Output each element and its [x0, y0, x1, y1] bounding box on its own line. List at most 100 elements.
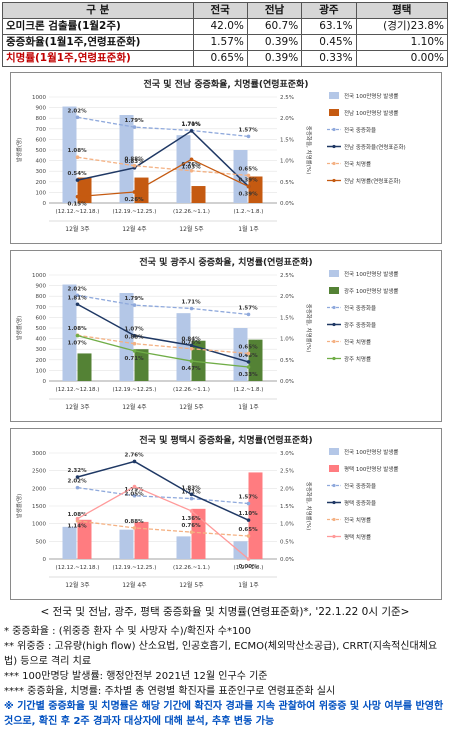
series-point	[246, 501, 251, 506]
summary-header-row: 구 분 전국 전남 광주 평택	[2, 2, 449, 19]
data-label: 0.45%	[239, 353, 259, 359]
series-line	[77, 303, 249, 363]
data-label: 0.26%	[125, 197, 145, 203]
summary-cell: 1.57%	[192, 34, 248, 51]
y-tick-label: 800	[36, 294, 47, 300]
series-point	[246, 351, 251, 356]
x-tick-label: (1.2.~1.8.)	[234, 565, 264, 571]
legend-label: 전국 치명률	[344, 160, 371, 168]
y-tick-label: 400	[36, 159, 47, 165]
summary-cell: 0.45%	[301, 34, 357, 51]
bar	[191, 508, 206, 559]
week-label: 1월 1주	[238, 225, 259, 233]
series-point	[75, 115, 80, 120]
x-tick-label: (1.2.~1.8.)	[234, 387, 264, 393]
footnote-highlight: ※ 기간별 중증화율 및 치명률은 해당 기간에 확진자 경과를 지속 관찰하여…	[4, 701, 444, 727]
series-point	[189, 346, 194, 351]
data-label: 0.00%	[239, 564, 259, 570]
summary-cell: 0.65%	[192, 50, 248, 67]
legend-label: 광주 100만명당 발생률	[344, 287, 398, 295]
legend-label: 광주 치명률	[344, 355, 371, 363]
series-point	[75, 485, 80, 490]
footnotes: * 중증화율 : (위중증 환자 수 및 사망자 수)/확진자 수*100 **…	[4, 624, 448, 729]
legend-swatch	[329, 109, 339, 116]
y-tick-label: 700	[36, 127, 47, 133]
x-tick-label: (12.19.~12.25.)	[113, 209, 157, 215]
x-tick-label: (12.26.~1.1.)	[173, 387, 210, 393]
y2-tick-label: 1.5%	[280, 504, 294, 510]
data-label: 2.02%	[68, 108, 88, 114]
y-tick-label: 100	[36, 368, 47, 374]
y2-tick-label: 0.0%	[280, 557, 294, 563]
legend-label: 전남 100만명당 발생률	[344, 109, 398, 117]
series-point	[189, 157, 194, 162]
y-tick-label: 500	[36, 539, 47, 545]
y-axis-label: 발생률(명)	[15, 316, 23, 341]
y-tick-label: 200	[36, 180, 47, 186]
bar	[77, 353, 92, 381]
bar	[134, 349, 149, 381]
series-point	[246, 360, 251, 364]
series-line	[77, 460, 249, 521]
bar	[248, 339, 263, 381]
summary-row-label: 중증화율(1월1주,연령표준화)	[2, 34, 194, 51]
legend-marker	[332, 356, 336, 361]
series-point	[246, 365, 251, 369]
y-tick-label: 1500	[32, 504, 46, 510]
summary-row-label: 치명률(1월1주,연령표준화)	[2, 50, 194, 67]
x-tick-label: (12.12.~12.18.)	[56, 209, 100, 215]
series-point	[189, 168, 194, 173]
legend-label: 전국 중증화율	[344, 304, 376, 312]
data-label: 1.57%	[239, 305, 259, 311]
series-point	[189, 129, 194, 133]
bar	[233, 150, 248, 203]
legend-marker	[332, 534, 336, 539]
y-tick-label: 600	[36, 137, 47, 143]
y-tick-label: 2500	[32, 469, 46, 475]
y-tick-label: 300	[36, 169, 47, 175]
legend-marker	[332, 144, 336, 149]
chart-panel-gwangju: 전국 및 광주시 중증화율, 치명률(연령표준화) 0 100 200 300 400 50…	[10, 250, 442, 422]
y2-tick-label: 1.5%	[280, 315, 294, 321]
data-label: 0.65%	[239, 166, 259, 172]
legend-marker	[332, 483, 336, 488]
legend-marker	[332, 161, 336, 166]
series-point	[246, 134, 251, 139]
data-label: 0.84%	[182, 336, 202, 342]
y2-axis-label: 중증화율, 치명률(%)	[305, 304, 313, 352]
summary-cell: (경기)23.8%	[355, 18, 449, 35]
series-point	[132, 459, 137, 464]
y2-tick-label: 0.0%	[280, 201, 294, 207]
y2-tick-label: 2.0%	[280, 486, 294, 492]
figure-caption: < 전국 및 전남, 광주, 평택 중증화율 및 치명률(연령표준화)*, '2…	[40, 606, 410, 618]
x-tick-label: (12.26.~1.1.)	[173, 565, 210, 571]
bar	[176, 313, 191, 381]
x-tick-label: (12.12.~12.18.)	[56, 565, 100, 571]
bar	[119, 293, 134, 381]
y-tick-label: 0	[43, 201, 47, 207]
y2-axis-label: 중증화율, 치명률(%)	[305, 482, 313, 530]
y-tick-label: 100	[36, 190, 47, 196]
y2-tick-label: 0.0%	[280, 379, 294, 385]
legend-swatch	[329, 448, 339, 455]
series-point	[189, 509, 194, 513]
summary-header-pyeongtaek: 평택	[355, 2, 449, 19]
legend-swatch	[329, 270, 339, 277]
y2-tick-label: 1.0%	[280, 159, 294, 165]
chart-jeonnam: 전국 및 전남 중증화율, 치명률(연령표준화) 0 100 200 300 400 500…	[15, 78, 406, 233]
y2-tick-label: 0.5%	[280, 180, 294, 186]
bar	[233, 328, 248, 381]
series-line	[77, 335, 249, 368]
legend-swatch	[329, 92, 339, 99]
series-point	[132, 333, 137, 338]
legend-swatch	[329, 465, 339, 472]
data-label: 0.15%	[68, 202, 88, 208]
footnote: *** 100만명당 발생률: 행정안전부 2021년 12월 인구수 기준	[4, 671, 268, 682]
y-tick-label: 0	[43, 557, 47, 563]
legend-marker	[332, 305, 336, 310]
series-line	[77, 158, 249, 198]
chart-panel-pyeongtaek: 전국 및 평택시 중증화율, 치명률(연령표준화) 0 500 1000 1500 200…	[10, 428, 442, 600]
series-point	[189, 530, 194, 534]
data-label: 1.07%	[68, 341, 88, 347]
bar	[62, 526, 77, 559]
